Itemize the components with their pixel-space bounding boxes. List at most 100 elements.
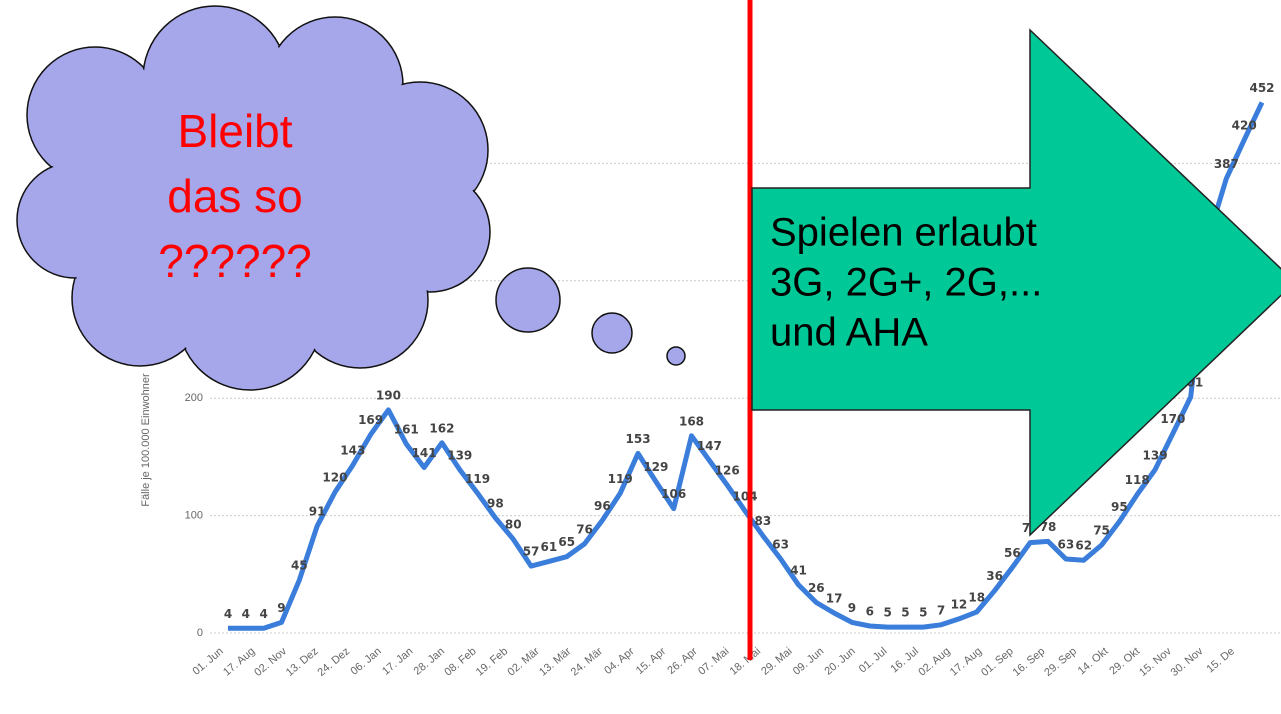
data-label: 80: [505, 518, 522, 532]
thought-bubble: [496, 268, 560, 332]
cloud-text: das so: [167, 170, 303, 222]
data-label: 169: [358, 413, 383, 427]
x-tick-label: 09. Jun: [791, 645, 826, 677]
data-label: 5: [901, 606, 909, 620]
x-tick-label: 02. Mär: [506, 645, 543, 678]
overlay: Spielen erlaubt 3G, 2G+, 2G,... und AHA Ble…: [17, 0, 1281, 660]
data-label: 65: [558, 535, 575, 549]
x-tick-label: 13. Dez: [284, 645, 321, 679]
x-tick-label: 02. Aug: [916, 645, 952, 678]
data-label: 153: [626, 432, 651, 446]
data-label: 12: [951, 597, 968, 611]
data-label: 98: [487, 496, 504, 510]
x-tick-label: 04. Apr: [602, 645, 637, 677]
x-tick-label: 19. Feb: [474, 645, 510, 678]
x-tick-label: 02. Nov: [252, 645, 289, 679]
x-tick-label: 01. Sep: [979, 645, 1016, 679]
x-tick-label: 26. Apr: [665, 645, 700, 677]
slide: 0100200300400Fälle je 100.000 Einwohner0…: [0, 0, 1281, 714]
data-label: 18: [968, 590, 985, 604]
data-label: 5: [883, 606, 891, 620]
arrow-text: Spielen erlaubt: [770, 211, 1037, 255]
data-label: 168: [679, 414, 704, 428]
data-label: 26: [808, 581, 825, 595]
data-label: 170: [1160, 412, 1185, 426]
data-label: 41: [790, 563, 807, 577]
x-tick-label: 16. Jul: [888, 645, 921, 675]
data-label: 161: [394, 422, 419, 436]
x-tick-label: 29. Sep: [1042, 645, 1079, 679]
arrow-text: und AHA: [770, 311, 928, 355]
data-label: 420: [1232, 118, 1257, 132]
data-label: 9: [848, 601, 856, 615]
x-tick-label: 28. Jan: [412, 645, 447, 677]
data-label: 119: [608, 472, 633, 486]
data-label: 120: [322, 471, 347, 485]
data-label: 139: [1143, 448, 1168, 462]
data-label: 45: [291, 559, 308, 573]
data-label: 56: [1004, 546, 1021, 560]
thought-bubble: [667, 347, 685, 365]
data-label: 7: [937, 603, 945, 617]
data-label: 452: [1249, 81, 1274, 95]
data-label: 9: [277, 601, 285, 615]
data-label: 147: [697, 439, 722, 453]
data-label: 76: [576, 522, 593, 536]
data-label: 83: [754, 514, 771, 528]
data-label: 190: [376, 388, 401, 402]
data-label: 63: [1058, 538, 1075, 552]
data-label: 62: [1075, 539, 1092, 553]
y-tick-label: 100: [185, 510, 203, 522]
y-axis-label: Fälle je 100.000 Einwohner: [140, 373, 152, 507]
data-label: 4: [224, 607, 232, 621]
data-label: 63: [772, 538, 789, 552]
x-tick-label: 24. Mär: [569, 645, 606, 678]
x-tick-label: 20. Jun: [822, 645, 857, 677]
x-tick-label: 15. Nov: [1137, 645, 1174, 679]
data-label: 75: [1093, 523, 1110, 537]
thought-bubble: [592, 313, 632, 353]
cloud-text: ??????: [158, 235, 312, 287]
data-label: 387: [1214, 157, 1239, 171]
data-label: 119: [465, 472, 490, 486]
data-label: 57: [523, 545, 540, 559]
data-label: 162: [429, 421, 454, 435]
x-tick-label: 06. Jan: [348, 645, 383, 677]
x-tick-label: 30. Nov: [1169, 645, 1206, 679]
x-tick-label: 01. Jun: [190, 645, 225, 677]
data-label: 143: [340, 444, 365, 458]
data-label: 91: [309, 505, 326, 519]
data-label: 61: [541, 540, 558, 554]
x-tick-label: 13. Mär: [537, 645, 574, 678]
data-label: 106: [661, 487, 686, 501]
x-tick-label: 29. Mai: [759, 645, 794, 677]
data-label: 104: [732, 489, 757, 503]
data-label: 36: [986, 569, 1003, 583]
x-tick-label: 15. Apr: [634, 645, 669, 677]
data-label: 141: [412, 446, 437, 460]
x-tick-label: 01. Jul: [857, 645, 890, 675]
x-tick-label: 17. Jan: [380, 645, 415, 677]
data-label: 139: [447, 448, 472, 462]
data-label: 118: [1125, 473, 1150, 487]
x-tick-label: 17. Aug: [948, 645, 984, 678]
x-tick-label: 16. Sep: [1011, 645, 1048, 679]
x-tick-label: 07. Mai: [696, 645, 731, 677]
x-tick-label: 29. Okt: [1107, 645, 1142, 677]
data-label: 6: [866, 604, 874, 618]
x-tick-label: 24. Dez: [315, 645, 352, 679]
data-label: 4: [259, 607, 267, 621]
x-tick-label: 08. Feb: [442, 645, 478, 678]
x-tick-label: 17. Aug: [221, 645, 257, 678]
data-label: 126: [715, 464, 740, 478]
x-tick-label: 15. De: [1204, 645, 1237, 675]
arrow-text: 3G, 2G+, 2G,...: [770, 261, 1042, 305]
cloud-text: Bleibt: [177, 105, 292, 157]
x-tick-label: 18. Mai: [728, 645, 763, 677]
y-tick-label: 0: [197, 627, 203, 639]
data-label: 4: [242, 607, 250, 621]
data-label: 17: [826, 592, 843, 606]
data-label: 5: [919, 606, 927, 620]
data-label: 96: [594, 499, 611, 513]
x-tick-label: 14. Okt: [1076, 645, 1111, 677]
